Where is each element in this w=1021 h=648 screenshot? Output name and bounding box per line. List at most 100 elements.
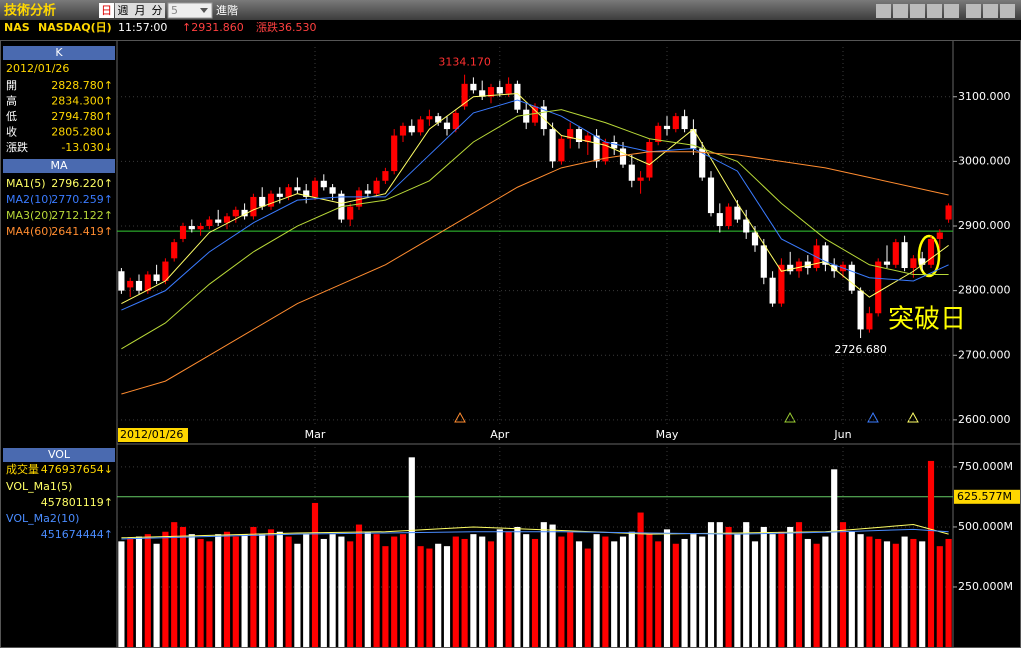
volume-bar [892, 543, 899, 647]
candle-body [294, 187, 301, 191]
window-button[interactable] [944, 4, 959, 18]
panel-value: 2712.122↑ [51, 209, 113, 222]
signal-marker [867, 411, 879, 423]
window-button[interactable] [1000, 4, 1015, 18]
reference-label: 625.577M [957, 490, 1012, 503]
x-tick-label: Apr [490, 428, 510, 441]
volume-bar [523, 534, 530, 647]
volume-bar [593, 534, 600, 647]
price: ↑2931.860 [182, 21, 244, 34]
button-group[interactable] [115, 3, 165, 18]
volume-bar [602, 536, 609, 647]
volume-bar [628, 531, 635, 647]
y-tick-label: 2900.000 [958, 219, 1011, 232]
volume-bar [611, 541, 618, 647]
candle-body [725, 206, 732, 227]
window-button[interactable] [966, 4, 981, 18]
button-label[interactable]: 分 [152, 4, 163, 17]
candle-body [479, 90, 486, 97]
candle-body [311, 180, 319, 197]
candle-body [549, 129, 556, 162]
time: 11:57:00 [118, 21, 167, 34]
candle-body [936, 232, 943, 239]
symbol-name: NASDAQ(日) [38, 21, 112, 34]
button-label[interactable]: 日 [101, 4, 112, 17]
candle-body [531, 106, 539, 123]
volume-bar [646, 534, 653, 647]
volume-bar [479, 536, 486, 647]
volume-bar [303, 534, 310, 647]
window-button[interactable] [876, 4, 891, 18]
candle-body [347, 206, 354, 220]
volume-bar [461, 538, 468, 647]
volume-bar [171, 522, 178, 647]
panel-value: 2770.259↑ [51, 193, 113, 206]
volume-bar [347, 541, 354, 647]
volume-bar [179, 526, 187, 647]
volume-bar [927, 460, 935, 647]
volume-bar [408, 457, 415, 647]
panel-label: MA3(20) [6, 209, 53, 222]
volume-bar [364, 531, 371, 647]
y-tick-label: 500.000M [958, 520, 1013, 533]
ma-line [121, 528, 949, 540]
panel-value: 2805.280↓ [51, 126, 113, 139]
candle-body [206, 219, 213, 227]
candle-body [259, 196, 266, 207]
panel-value: 2641.419↑ [51, 225, 113, 238]
button-label[interactable]: 月 [135, 4, 146, 17]
candle-body [769, 277, 776, 304]
volume-bar [294, 543, 301, 647]
volume-bar [470, 534, 477, 647]
panel-value: 2796.220↑ [51, 177, 113, 190]
toolbar [0, 0, 1021, 20]
window-button[interactable] [910, 4, 925, 18]
candle-body [118, 271, 125, 291]
candle-body [443, 122, 451, 130]
button-label[interactable]: 週 [118, 4, 129, 17]
candle-body [223, 216, 231, 223]
candle-body [399, 125, 407, 136]
candle-body [707, 177, 715, 214]
volume-bar [338, 536, 345, 647]
volume-bar [690, 534, 697, 647]
volume-bar [567, 531, 574, 647]
volume-bar [549, 524, 556, 647]
candle-body [355, 190, 363, 207]
y-tick-label: 3000.000 [958, 154, 1011, 167]
candle-body [567, 129, 574, 139]
volume-bar [813, 543, 820, 647]
volume-bar [822, 536, 829, 647]
candle-body [655, 125, 662, 142]
volume-bar [540, 522, 547, 647]
volume-bar [267, 529, 275, 647]
candle-body [558, 138, 565, 162]
signal-markers [454, 411, 919, 423]
candle-body [804, 261, 811, 269]
volume-bar [725, 526, 732, 647]
candle-body [514, 83, 521, 110]
window-button[interactable] [893, 4, 908, 18]
window-button[interactable] [927, 4, 942, 18]
candle-body [364, 190, 371, 194]
change: 漲跌36.530 [256, 20, 317, 34]
select-value[interactable]: 5 [171, 4, 178, 17]
select[interactable] [167, 2, 213, 19]
volume-bar [681, 538, 688, 647]
candle-body [831, 264, 838, 272]
volume-bar [883, 541, 891, 647]
candle-body [241, 209, 248, 217]
advanced-button[interactable]: 進階 [216, 3, 238, 17]
volume-bar [232, 536, 239, 647]
volume-bar [769, 534, 776, 647]
candle-body [699, 148, 706, 178]
volume-bar [188, 534, 195, 647]
volume-bar [875, 538, 882, 647]
window-button[interactable] [983, 4, 998, 18]
volume-bar [118, 541, 125, 647]
volume-bar [435, 543, 442, 647]
signal-marker [454, 411, 466, 423]
button[interactable] [99, 3, 114, 18]
candle-body [373, 180, 380, 194]
